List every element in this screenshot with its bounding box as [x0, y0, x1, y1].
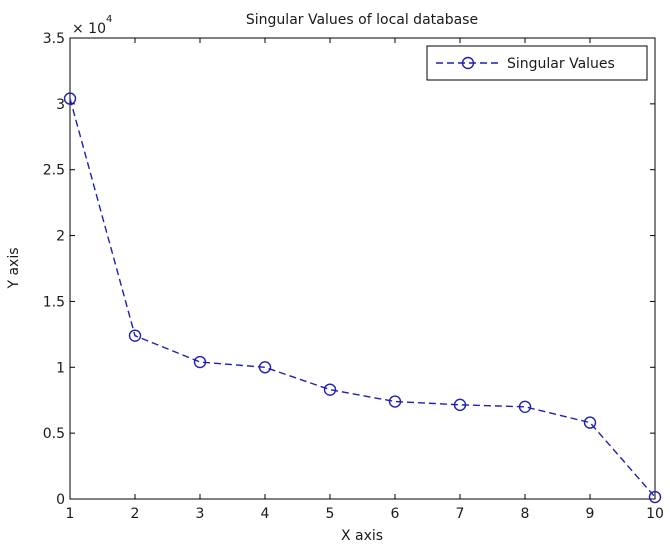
- series-group: [63, 92, 662, 504]
- data-point: [323, 383, 337, 396]
- data-point: [193, 355, 207, 369]
- data-point: [583, 416, 597, 429]
- y-tick-label: 2.5: [43, 163, 65, 179]
- y-tick-label: 0.5: [43, 426, 65, 442]
- data-point: [648, 490, 662, 504]
- x-tick-label: 9: [586, 506, 595, 522]
- y-axis-label: Y axis: [6, 247, 22, 289]
- x-axis-label: X axis: [341, 528, 383, 544]
- plot-area: [69, 37, 656, 500]
- y-tick-label: 2: [56, 229, 65, 245]
- legend-marker: [461, 56, 475, 70]
- chart-title: Singular Values of local database: [246, 12, 478, 28]
- y-tick-label: 1.5: [43, 294, 65, 310]
- data-point: [128, 329, 142, 342]
- x-tick-label: 4: [261, 506, 270, 522]
- legend: Singular Values: [426, 45, 648, 81]
- y-multiplier-exponent: 4: [106, 14, 112, 25]
- data-point: [258, 361, 272, 374]
- y-tick-label: 0: [56, 492, 65, 508]
- data-point: [63, 92, 77, 105]
- y-tick-label: 1: [56, 360, 65, 376]
- x-tick-label: 2: [131, 506, 140, 522]
- x-tick-label: 1: [66, 506, 75, 522]
- data-point: [453, 398, 467, 412]
- x-tick-label: 3: [196, 506, 205, 522]
- y-multiplier-base: × 10: [72, 21, 106, 37]
- x-tick-label: 8: [521, 506, 530, 522]
- x-ticks: 1 2 3 4 5 6 7 8 9 10: [66, 38, 664, 522]
- x-tick-label: 7: [456, 506, 465, 522]
- data-point: [388, 395, 402, 408]
- x-tick-label: 6: [391, 506, 400, 522]
- y-tick-label: 3: [56, 97, 65, 113]
- x-tick-label: 5: [326, 506, 335, 522]
- y-tick-label: 3.5: [43, 31, 65, 47]
- y-multiplier: × 10 4: [72, 14, 112, 37]
- x-tick-label: 10: [646, 506, 664, 522]
- legend-label: Singular Values: [507, 56, 615, 72]
- series-line: [69, 98, 656, 498]
- y-ticks: 0 0.5 1 1.5 2 2.5 3 3.5: [43, 31, 655, 508]
- data-point: [518, 400, 532, 413]
